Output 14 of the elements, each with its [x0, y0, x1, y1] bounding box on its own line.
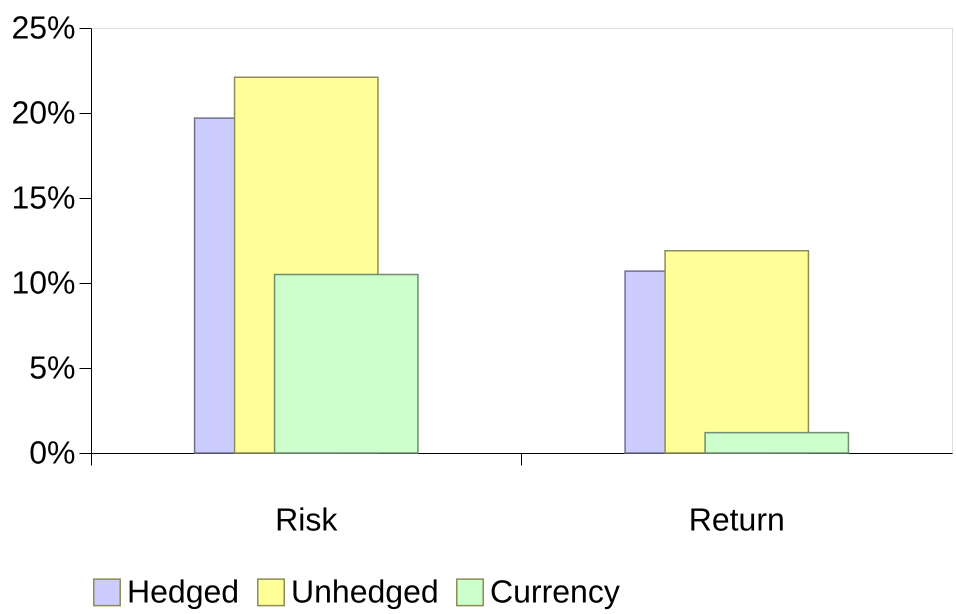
- y-tick-label: 15%: [11, 180, 76, 216]
- bar: [664, 250, 810, 454]
- x-tick-label: Risk: [275, 502, 338, 538]
- y-tick-label: 5%: [29, 350, 76, 386]
- legend-label: Currency: [490, 573, 620, 610]
- x-tick-label: Return: [688, 502, 785, 538]
- legend-label: Hedged: [127, 573, 240, 610]
- bar: [704, 432, 850, 454]
- bar: [274, 274, 419, 454]
- y-tick-label: 10%: [11, 264, 76, 300]
- legend-label: Unhedged: [291, 573, 439, 610]
- y-tick-label: 0%: [29, 434, 76, 470]
- y-tick-label: 25%: [11, 10, 76, 46]
- y-tick-label: 20%: [11, 94, 76, 130]
